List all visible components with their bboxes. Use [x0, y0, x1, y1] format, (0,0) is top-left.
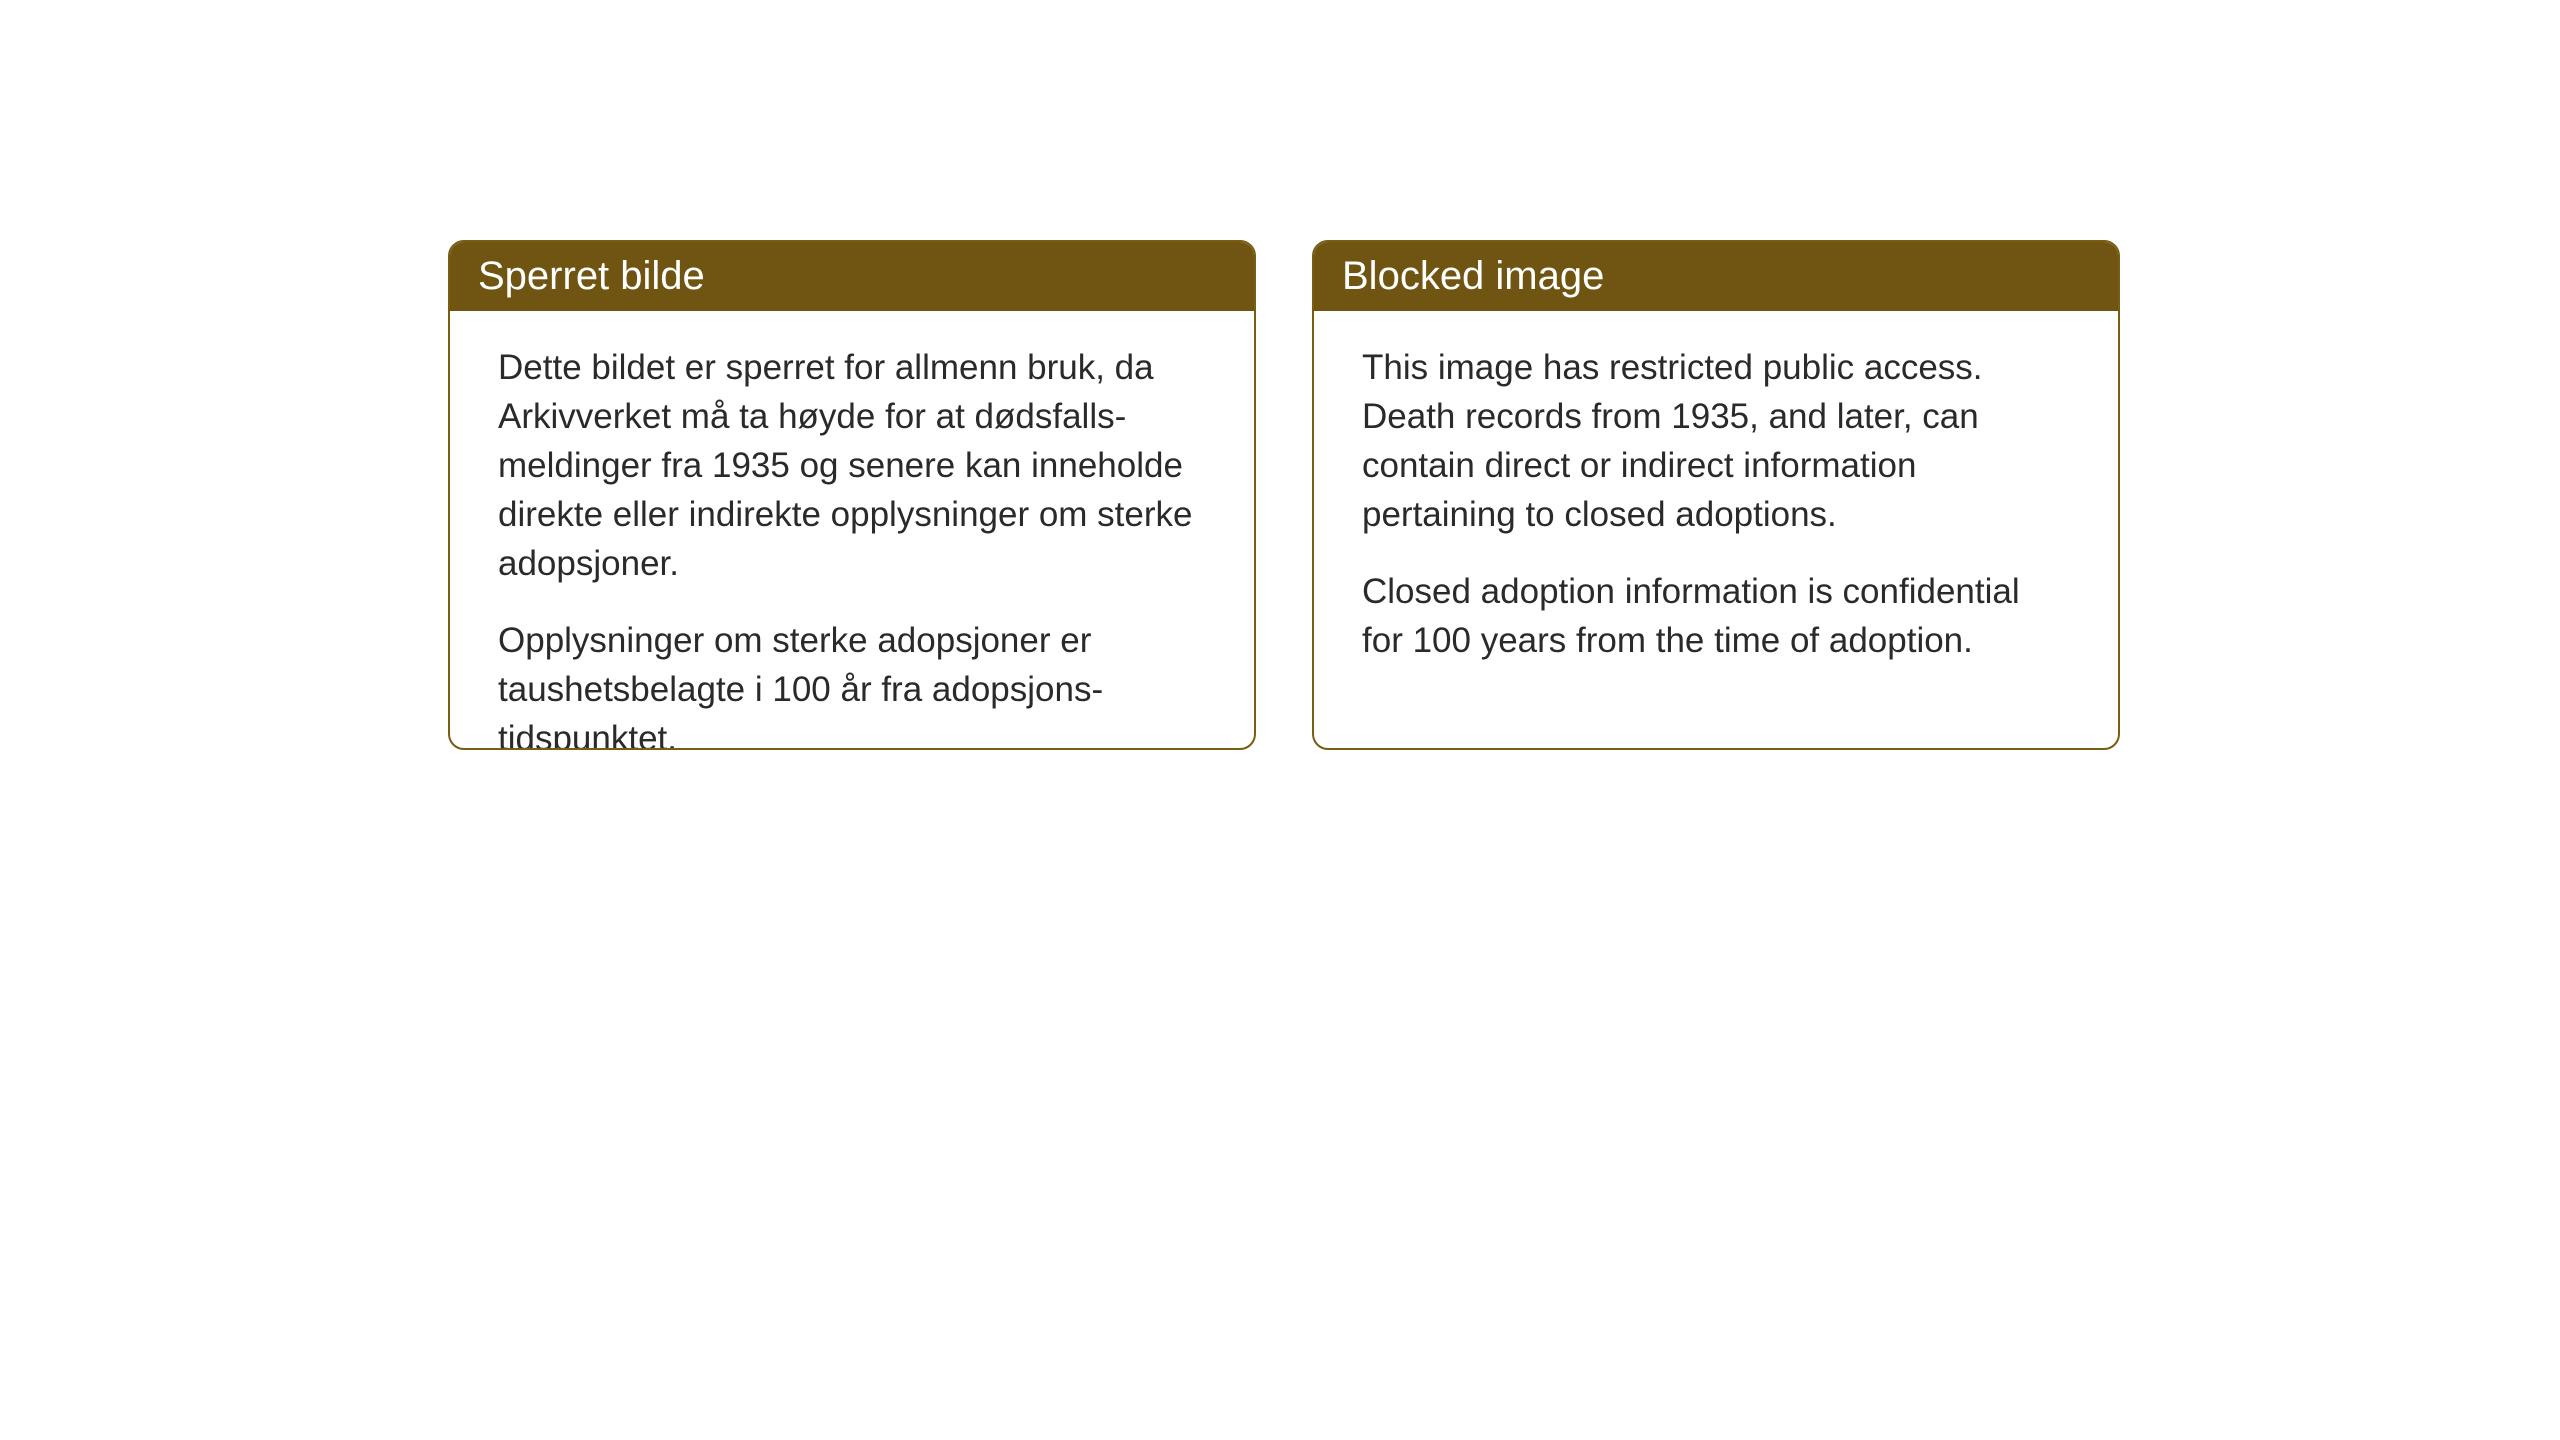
english-paragraph-1: This image has restricted public access.…: [1362, 343, 2070, 539]
cards-container: Sperret bilde Dette bildet er sperret fo…: [448, 240, 2120, 750]
norwegian-card: Sperret bilde Dette bildet er sperret fo…: [448, 240, 1256, 750]
norwegian-paragraph-2: Opplysninger om sterke adopsjoner er tau…: [498, 616, 1206, 750]
norwegian-card-body: Dette bildet er sperret for allmenn bruk…: [450, 311, 1254, 750]
english-paragraph-2: Closed adoption information is confident…: [1362, 567, 2070, 665]
norwegian-card-header: Sperret bilde: [450, 242, 1254, 311]
english-card-body: This image has restricted public access.…: [1314, 311, 2118, 697]
english-card: Blocked image This image has restricted …: [1312, 240, 2120, 750]
norwegian-card-title: Sperret bilde: [478, 254, 705, 298]
english-card-title: Blocked image: [1342, 254, 1604, 298]
norwegian-paragraph-1: Dette bildet er sperret for allmenn bruk…: [498, 343, 1206, 588]
english-card-header: Blocked image: [1314, 242, 2118, 311]
